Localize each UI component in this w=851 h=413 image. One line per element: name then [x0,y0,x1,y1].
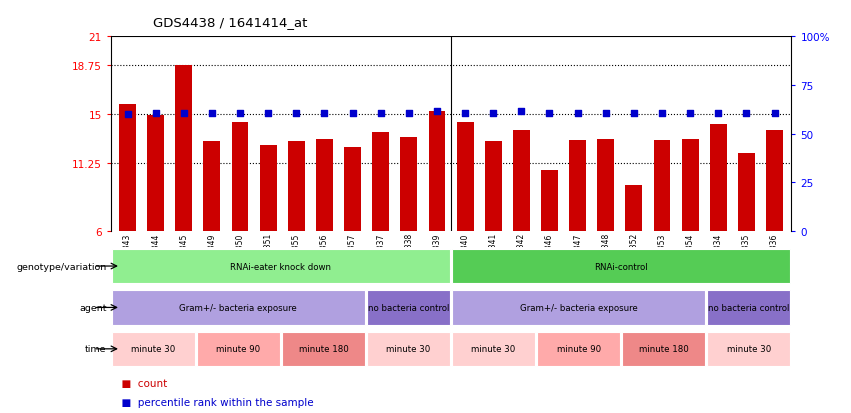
Point [233,110,247,117]
Bar [197,332,280,366]
Text: no bacteria control: no bacteria control [368,303,449,312]
Bar [625,186,643,231]
Bar [175,66,192,231]
Bar [429,112,445,231]
Point [655,110,669,117]
Point [459,110,472,117]
Bar [282,332,365,366]
Bar [260,146,277,231]
Point [317,110,331,117]
Point [346,110,359,117]
Text: minute 30: minute 30 [131,344,175,354]
Point [149,110,163,117]
Bar [111,332,195,366]
Bar [569,141,586,231]
Bar [452,291,705,325]
Text: GDS4438 / 1641414_at: GDS4438 / 1641414_at [153,16,307,29]
Bar [457,123,473,231]
Point [177,110,191,117]
Bar [452,332,535,366]
Bar [707,291,791,325]
Text: agent: agent [79,303,106,312]
Point [711,110,725,117]
Bar [766,131,783,231]
Text: minute 180: minute 180 [299,344,348,354]
Point [515,109,528,116]
Bar [485,142,502,231]
Text: ■  count: ■ count [115,378,167,388]
Text: minute 90: minute 90 [216,344,260,354]
Text: no bacteria control: no bacteria control [708,303,790,312]
Point [430,109,443,116]
Bar [400,138,417,231]
Bar [710,125,727,231]
Bar [622,332,705,366]
Point [543,110,557,117]
Point [205,110,219,117]
Text: Gram+/- bacteria exposure: Gram+/- bacteria exposure [520,303,637,312]
Bar [513,131,530,231]
Bar [111,249,450,283]
Point [261,110,275,117]
Text: ■  percentile rank within the sample: ■ percentile rank within the sample [115,397,313,407]
Bar [541,171,558,231]
Bar [147,116,164,231]
Bar [316,140,333,231]
Point [402,110,415,117]
Point [487,110,500,117]
Bar [372,133,389,231]
Bar [707,332,791,366]
Bar [654,141,671,231]
Text: RNAi-eater knock down: RNAi-eater knock down [231,262,331,271]
Point [374,110,387,117]
Text: Gram+/- bacteria exposure: Gram+/- bacteria exposure [180,303,297,312]
Text: genotype/variation: genotype/variation [16,262,106,271]
Point [599,110,613,117]
Point [121,112,134,118]
Point [289,110,303,117]
Point [740,110,753,117]
Text: minute 180: minute 180 [639,344,688,354]
Text: time: time [85,344,106,354]
Bar [288,142,305,231]
Bar [231,123,248,231]
Point [627,110,641,117]
Bar [203,142,220,231]
Bar [111,291,365,325]
Bar [738,154,755,231]
Point [768,110,781,117]
Text: minute 30: minute 30 [386,344,431,354]
Bar [367,332,450,366]
Bar [682,140,699,231]
Bar [119,104,136,231]
Text: minute 30: minute 30 [471,344,516,354]
Bar [537,332,620,366]
Text: minute 90: minute 90 [557,344,601,354]
Bar [367,291,450,325]
Point [683,110,697,117]
Bar [452,249,791,283]
Text: minute 30: minute 30 [727,344,771,354]
Text: RNAi-control: RNAi-control [594,262,648,271]
Point [571,110,585,117]
Bar [597,140,614,231]
Bar [344,147,361,231]
